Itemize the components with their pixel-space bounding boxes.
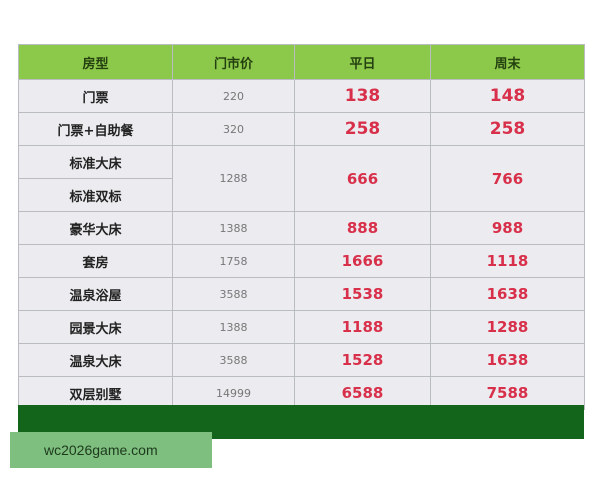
table-header: 房型 门市价 平日 周末 [18,44,585,80]
weekday-price: 138 [294,79,431,113]
weekend-price: 766 [430,145,585,212]
watermark: wc2026game.com [10,432,212,468]
table-row: 套房 1758 1666 1118 [18,244,585,278]
table-row: 双层别墅 14999 6588 7588 [18,376,585,410]
weekday-price: 1538 [294,277,431,311]
room-name: 门票+自助餐 [18,112,173,146]
weekend-price: 148 [430,79,585,113]
weekday-price: 6588 [294,376,431,410]
room-name: 园景大床 [18,310,173,344]
weekday-price: 1188 [294,310,431,344]
list-price: 1388 [172,211,295,245]
table-row: 园景大床 1388 1188 1288 [18,310,585,344]
weekend-price: 988 [430,211,585,245]
table-row: 标准双标 [18,178,585,212]
weekday-price: 1528 [294,343,431,377]
header-room-type: 房型 [18,44,173,80]
table-row: 门票+自助餐 320 258 258 [18,112,585,146]
weekend-price: 1638 [430,277,585,311]
list-price: 1758 [172,244,295,278]
list-price: 220 [172,79,295,113]
list-price: 3588 [172,343,295,377]
price-table: 房型 门市价 平日 周末 门票 220 138 148 门票+自助餐 320 2… [18,44,585,410]
table-row: 豪华大床 1388 888 988 [18,211,585,245]
room-name: 门票 [18,79,173,113]
list-price: 1288 [172,145,295,212]
table-row: 标准大床 1288 666 766 [18,145,585,212]
weekend-price: 258 [430,112,585,146]
weekday-price: 1666 [294,244,431,278]
room-name: 标准双标 [18,178,173,212]
room-name: 温泉浴屋 [18,277,173,311]
room-name: 套房 [18,244,173,278]
header-weekday: 平日 [294,44,431,80]
weekday-price: 888 [294,211,431,245]
weekday-price: 258 [294,112,431,146]
table-row: 温泉浴屋 3588 1538 1638 [18,277,585,311]
room-name: 标准大床 [18,145,173,179]
weekday-price: 666 [294,145,431,212]
header-weekend: 周末 [430,44,585,80]
list-price: 320 [172,112,295,146]
weekend-price: 1638 [430,343,585,377]
table-row: 温泉大床 3588 1528 1638 [18,343,585,377]
room-name: 温泉大床 [18,343,173,377]
list-price: 1388 [172,310,295,344]
weekend-price: 1118 [430,244,585,278]
weekend-price: 1288 [430,310,585,344]
list-price: 3588 [172,277,295,311]
header-list-price: 门市价 [172,44,295,80]
room-name: 豪华大床 [18,211,173,245]
weekend-price: 7588 [430,376,585,410]
table-row: 门票 220 138 148 [18,79,585,113]
